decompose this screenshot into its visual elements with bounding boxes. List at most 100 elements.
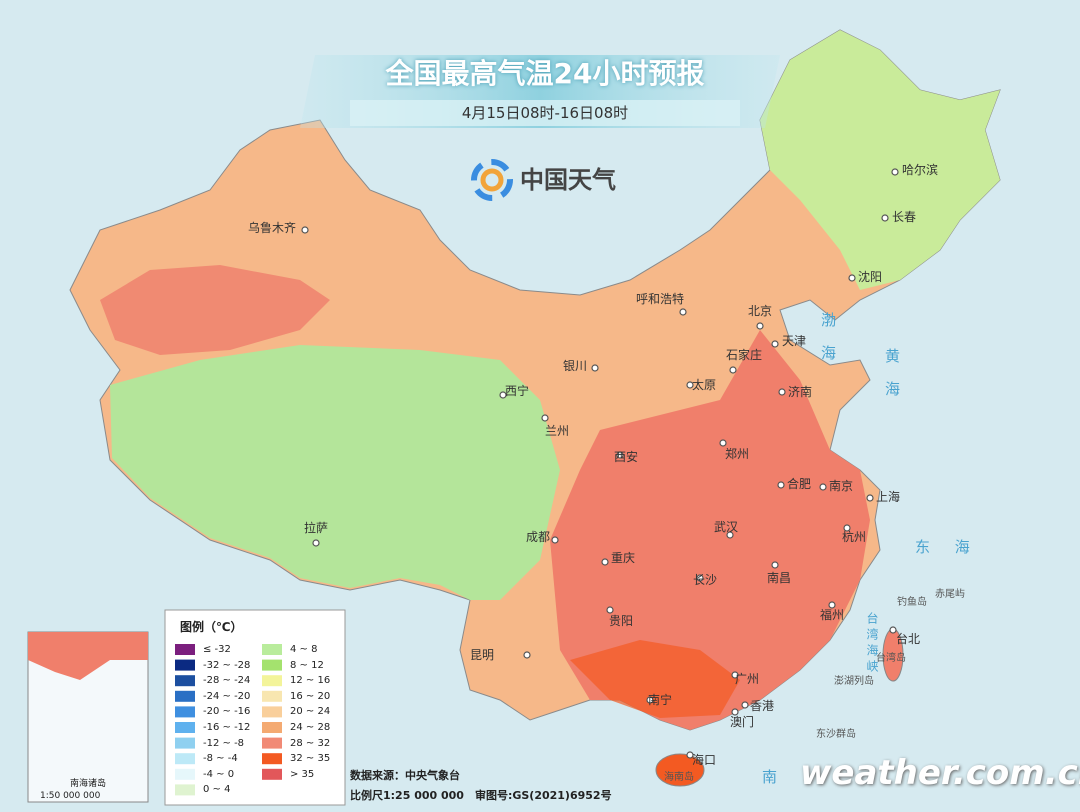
legend-label: 32 ~ 35 xyxy=(290,753,331,765)
city-label: 香港 xyxy=(750,699,775,713)
northeast-region xyxy=(760,30,1000,290)
legend-label: 8 ~ 12 xyxy=(290,659,324,671)
island-label: 赤尾屿 xyxy=(935,589,965,600)
city-dot xyxy=(726,531,734,539)
legend-label: ≤ -32 xyxy=(203,644,231,655)
legend-label: 20 ~ 24 xyxy=(290,706,331,718)
legend-label: -8 ~ -4 xyxy=(203,753,238,765)
legend-swatch xyxy=(262,675,282,687)
legend-label: 28 ~ 32 xyxy=(290,737,331,749)
sea-label: 台湾海峡 xyxy=(865,612,879,676)
south-hot-region xyxy=(570,640,740,718)
legend-swatch xyxy=(175,768,195,780)
city-dot xyxy=(778,388,786,396)
city-dot xyxy=(866,494,874,502)
legend-swatch xyxy=(175,659,195,671)
city-dot xyxy=(591,364,599,372)
legend-title: 图例（℃） xyxy=(180,620,243,634)
city-label: 拉萨 xyxy=(304,521,329,535)
city-dot xyxy=(777,481,785,489)
city-label: 上海 xyxy=(876,490,901,504)
sea-label: 渤海 xyxy=(819,312,837,378)
city-dot xyxy=(312,539,320,547)
logo-mark xyxy=(471,159,513,201)
sea-label: 南 xyxy=(762,768,788,786)
city-label: 北京 xyxy=(748,304,773,318)
city-label: 南昌 xyxy=(767,571,792,585)
city-dot xyxy=(606,606,614,614)
legend-swatch xyxy=(262,690,282,702)
city-dot xyxy=(616,451,624,459)
legend-label: > 35 xyxy=(290,768,315,780)
legend-label: -16 ~ -12 xyxy=(203,722,251,733)
legend-swatch xyxy=(175,675,195,687)
city-label: 郑州 xyxy=(725,447,750,461)
city-dot xyxy=(741,701,749,709)
city-dot xyxy=(686,751,694,759)
city-label: 天津 xyxy=(782,334,807,348)
city-label: 南宁 xyxy=(648,693,673,707)
inset-land xyxy=(28,632,148,680)
legend-swatch xyxy=(175,784,195,796)
legend-label: 12 ~ 16 xyxy=(290,675,331,687)
legend-swatch xyxy=(262,722,282,733)
city-dot xyxy=(499,391,507,399)
map-scale: 比例尺1:25 000 000 审图号:GS(2021)6952号 xyxy=(350,789,612,802)
city-label: 广州 xyxy=(735,672,760,686)
city-dot xyxy=(731,671,739,679)
island-label: 东沙群岛 xyxy=(816,729,856,740)
city-label: 杭州 xyxy=(842,530,867,544)
plateau-region xyxy=(110,345,560,600)
city-dot xyxy=(729,366,737,374)
legend-swatch xyxy=(262,706,282,718)
city-dot xyxy=(889,626,897,634)
legend-swatch xyxy=(262,644,282,655)
city-label: 长春 xyxy=(892,210,917,224)
sea-label: 黄海 xyxy=(883,348,901,414)
city-label: 银川 xyxy=(563,359,588,373)
city-dot xyxy=(679,308,687,316)
legend-swatch xyxy=(262,737,282,749)
legend-label: -24 ~ -20 xyxy=(203,690,251,702)
legend-label: -28 ~ -24 xyxy=(203,675,251,687)
legend-swatch xyxy=(175,753,195,765)
city-label: 成都 xyxy=(526,530,551,544)
city-label: 呼和浩特 xyxy=(636,292,685,306)
city-label: 太原 xyxy=(692,378,717,392)
island-label: 澎湖列岛 xyxy=(834,676,874,687)
city-dot xyxy=(523,651,531,659)
legend-swatch xyxy=(175,690,195,702)
map-subtitle: 4月15日08时-16日08时 xyxy=(461,104,629,122)
city-dot xyxy=(848,274,856,282)
inset-scale: 1:50 000 000 xyxy=(40,791,101,801)
city-dot xyxy=(819,483,827,491)
city-dot xyxy=(731,708,739,716)
city-dot xyxy=(891,168,899,176)
city-label: 澳门 xyxy=(730,715,755,729)
city-dot xyxy=(843,524,851,532)
city-label: 合肥 xyxy=(787,477,812,491)
city-dot xyxy=(686,381,694,389)
city-label: 沈阳 xyxy=(858,270,883,284)
city-label: 昆明 xyxy=(470,648,495,662)
map-title: 全国最高气温24小时预报 xyxy=(385,57,705,90)
city-dot xyxy=(646,696,654,704)
city-dot xyxy=(541,414,549,422)
city-label: 南京 xyxy=(829,479,854,493)
legend-label: 16 ~ 20 xyxy=(290,690,331,702)
city-label: 长沙 xyxy=(693,573,718,587)
city-label: 海口 xyxy=(692,753,717,767)
city-label: 武汉 xyxy=(714,520,739,534)
city-label: 乌鲁木齐 xyxy=(248,221,297,235)
city-dot xyxy=(756,322,764,330)
city-dot xyxy=(771,561,779,569)
city-label: 西安 xyxy=(614,450,639,464)
city-dot xyxy=(771,340,779,348)
city-label: 台北 xyxy=(896,632,921,646)
city-dot xyxy=(601,558,609,566)
city-label: 西宁 xyxy=(505,384,530,398)
city-label: 重庆 xyxy=(611,551,636,565)
island-label: 钓鱼岛 xyxy=(897,597,927,608)
legend-swatch xyxy=(262,768,282,780)
